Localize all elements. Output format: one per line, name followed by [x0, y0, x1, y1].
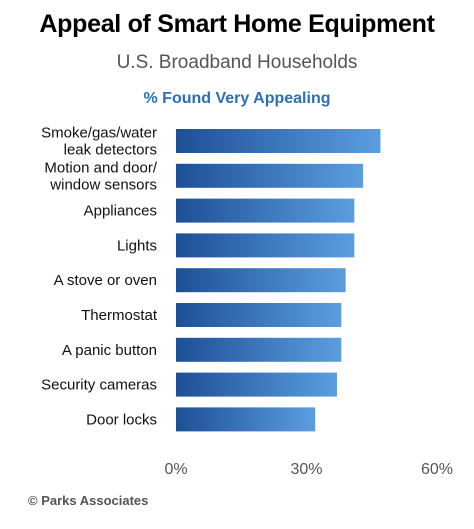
category-label: Appliances [84, 203, 157, 220]
category-label-line: Lights [117, 237, 157, 254]
x-axis-ticks-group: 0% 30% 60% [164, 461, 453, 478]
category-label-line: Security cameras [41, 377, 157, 394]
category-label-line: Appliances [84, 203, 157, 220]
category-label: A panic button [62, 342, 157, 359]
bar [176, 163, 364, 188]
bars-group [176, 129, 381, 432]
x-tick-label: 30% [290, 461, 322, 478]
bar [176, 372, 337, 397]
category-label: Door locks [86, 411, 157, 428]
category-label-line: Thermostat [81, 307, 158, 324]
category-label: Motion and door/window sensors [44, 159, 157, 193]
x-tick-label: 0% [164, 461, 187, 478]
bar [176, 198, 355, 223]
category-label-line: Smoke/gas/water [41, 125, 157, 142]
bar [176, 303, 342, 327]
metric-label: % Found Very Appealing [143, 90, 331, 107]
category-label-line: Motion and door/ [44, 159, 157, 176]
chart-title: Appeal of Smart Home Equipment [39, 10, 435, 38]
category-label: Security cameras [41, 377, 157, 394]
source-footer: © Parks Associates [28, 493, 149, 508]
chart-subtitle: U.S. Broadband Households [116, 52, 358, 73]
bar [176, 129, 381, 153]
bar [176, 337, 342, 362]
category-label: Thermostat [81, 307, 158, 324]
bar [176, 233, 355, 258]
category-label: A stove or oven [54, 272, 157, 289]
category-label-line: leak detectors [64, 142, 157, 159]
category-label: Smoke/gas/water leak detectors [41, 125, 157, 159]
category-label-line: Door locks [86, 411, 157, 428]
category-label-line: A stove or oven [54, 272, 157, 289]
bar [176, 407, 316, 432]
category-label: Lights [117, 237, 157, 254]
category-label-line: window sensors [49, 176, 157, 193]
bar [176, 268, 346, 293]
x-tick-label: 60% [421, 461, 453, 478]
category-label-line: A panic button [62, 342, 157, 359]
